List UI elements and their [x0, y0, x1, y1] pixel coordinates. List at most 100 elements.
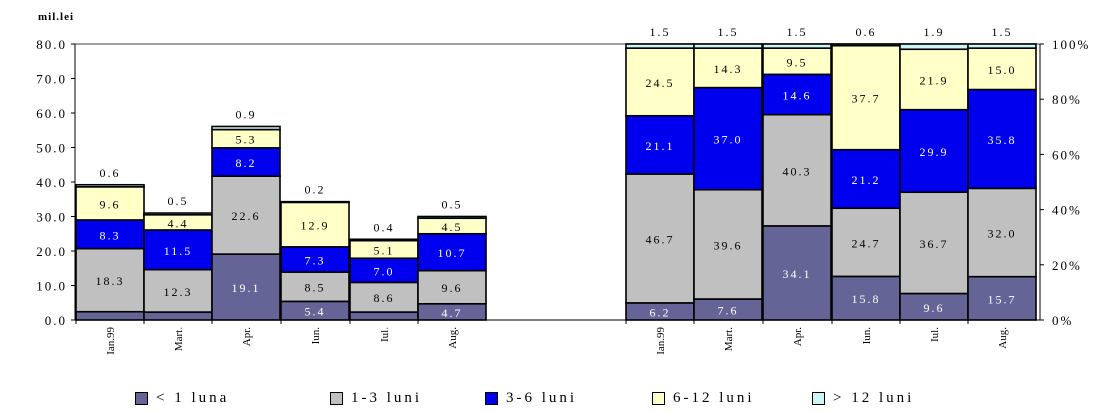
bar-segment — [280, 200, 350, 204]
data-label: 15.0 — [988, 63, 1017, 77]
data-label: 7.6 — [718, 304, 739, 318]
y2-tick-label: 40% — [1052, 203, 1082, 218]
x-tick-label: Ian.99 — [105, 327, 117, 355]
data-label: 11.5 — [164, 244, 193, 258]
data-label: 1.5 — [650, 25, 671, 39]
legend-label-gt12: > 12 luni — [833, 389, 915, 406]
data-label: 0.5 — [442, 198, 463, 212]
bar-segment — [211, 147, 281, 177]
data-label: 4.5 — [442, 220, 463, 234]
bar-segment — [899, 48, 969, 111]
data-label: 1.5 — [718, 25, 739, 39]
bar-segment — [211, 125, 281, 131]
data-label: 4.7 — [442, 306, 463, 320]
chart-legend: < 1 luna 1-3 luni 3-6 luni 6-12 luni > 1… — [0, 388, 1112, 410]
data-label: 7.0 — [374, 264, 395, 278]
data-label: 5.3 — [236, 133, 257, 147]
legend-label-3-6: 3-6 luni — [506, 389, 578, 406]
data-label: 46.7 — [646, 232, 675, 246]
y-tick-label: 20.0 — [36, 244, 67, 259]
bar-segment — [693, 43, 763, 49]
y2-tick-label: 80% — [1052, 92, 1082, 107]
data-label: 9.5 — [787, 55, 808, 69]
legend-swatch-3-6 — [485, 391, 498, 405]
x-tick-label: Apr. — [792, 327, 804, 347]
data-label: 22.6 — [232, 209, 261, 223]
data-label: 35.8 — [988, 133, 1017, 147]
data-label: 8.3 — [100, 228, 121, 242]
x-tick-label: Ian.99 — [655, 327, 667, 355]
legend-label-6-12: 6-12 luni — [673, 389, 755, 406]
data-label: 0.2 — [305, 183, 326, 197]
bar-segment — [967, 43, 1037, 49]
bar-segment — [143, 268, 213, 313]
bar-segment — [625, 47, 695, 117]
data-label: 0.5 — [168, 194, 189, 208]
x-tick-label: Apr. — [241, 327, 253, 347]
x-tick-label: Aug. — [447, 327, 459, 349]
data-label: 24.5 — [646, 76, 675, 90]
data-label: 0.6 — [856, 25, 877, 39]
bar-segment — [967, 47, 1037, 91]
data-label: 14.3 — [714, 62, 743, 76]
data-label: 1.5 — [992, 25, 1013, 39]
data-label: 9.6 — [924, 301, 945, 315]
data-label: 1.5 — [787, 25, 808, 39]
bar-segment — [143, 229, 213, 271]
data-label: 21.2 — [852, 173, 881, 187]
data-label: 4.4 — [168, 216, 189, 230]
data-label: 2.3 — [374, 319, 395, 333]
y2-tick-label: 100% — [1052, 37, 1090, 52]
data-label: 0.4 — [374, 220, 395, 234]
bar-segment — [417, 215, 487, 220]
x-tick-label: Iul. — [379, 327, 391, 342]
y2-tick-label: 0% — [1052, 313, 1073, 328]
bar-segment — [899, 292, 969, 321]
data-label: 36.7 — [920, 237, 949, 251]
bar-segment — [280, 271, 350, 303]
y-tick-label: 30.0 — [36, 210, 67, 225]
y2-tick-label: 60% — [1052, 147, 1082, 162]
data-label: 14.6 — [783, 89, 812, 103]
bar-segment — [831, 275, 901, 321]
legend-swatch-6-12 — [652, 391, 665, 405]
y-tick-label: 10.0 — [36, 279, 67, 294]
data-label: 19.1 — [232, 281, 261, 295]
legend-item-lt1: < 1 luna — [135, 388, 229, 408]
bar-segment — [143, 212, 213, 216]
data-label: 7.3 — [305, 253, 326, 267]
legend-swatch-lt1 — [135, 391, 148, 405]
data-label: 2.4 — [100, 319, 121, 333]
x-tick-label: Mart. — [723, 327, 735, 351]
data-label: 37.7 — [852, 92, 881, 106]
bar-segment — [75, 186, 145, 221]
legend-swatch-1-3 — [330, 391, 343, 405]
bar-segment — [625, 114, 695, 175]
bar-segment — [899, 108, 969, 194]
x-tick-label: Aug. — [997, 327, 1009, 349]
data-label: 18.3 — [96, 274, 125, 288]
data-label: 24.7 — [852, 236, 881, 250]
y-tick-label: 50.0 — [36, 141, 67, 156]
y-tick-label: 40.0 — [36, 175, 67, 190]
bar-segment — [967, 187, 1037, 278]
data-label: 21.9 — [920, 73, 949, 87]
data-label: 37.0 — [714, 133, 743, 147]
bar-segment — [75, 247, 145, 313]
bar-segment — [693, 188, 763, 300]
data-label: 12.9 — [301, 219, 330, 233]
bar-segment — [211, 253, 281, 321]
bar-segment — [349, 238, 419, 242]
bar-segment — [625, 173, 695, 304]
data-label: 21.1 — [646, 139, 675, 153]
x-tick-label: Iul. — [929, 327, 941, 342]
data-label: 29.9 — [920, 145, 949, 159]
bar-segment — [762, 43, 832, 49]
x-tick-label: Iun. — [861, 327, 873, 345]
legend-item-gt12: > 12 luni — [812, 388, 914, 408]
legend-label-1-3: 1-3 luni — [351, 389, 423, 406]
data-label: 15.7 — [988, 292, 1017, 306]
data-label: 32.0 — [988, 227, 1017, 241]
y-axis-unit-label: mil.lei — [38, 11, 74, 23]
y-tick-label: 60.0 — [36, 106, 67, 121]
